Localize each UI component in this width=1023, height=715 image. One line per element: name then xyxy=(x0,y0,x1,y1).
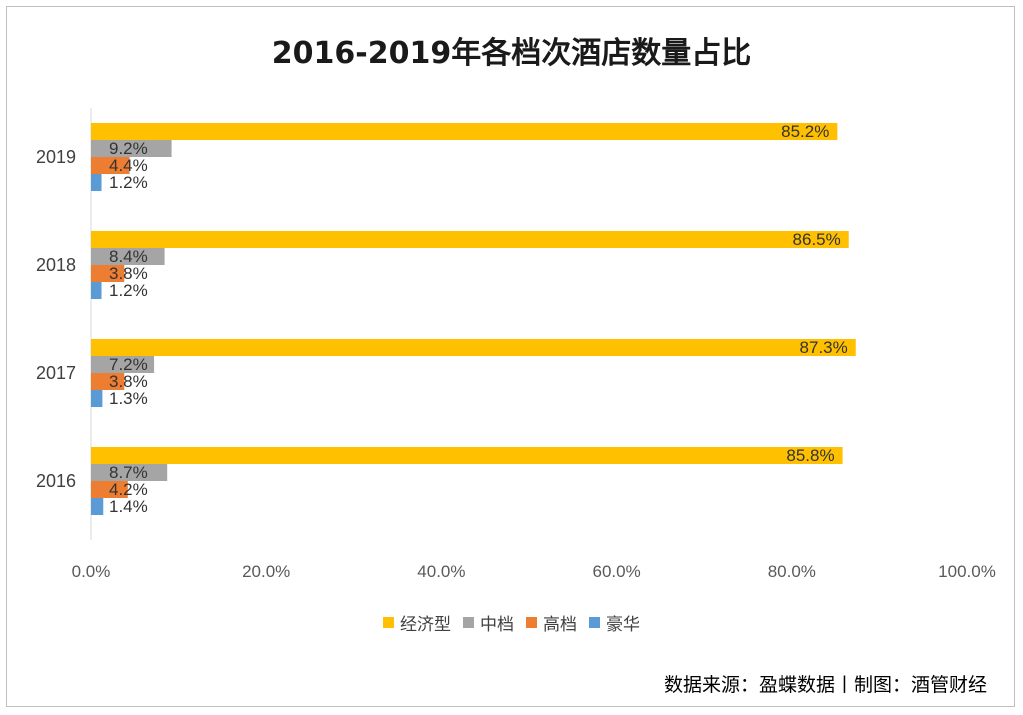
data-label-2016-高档: 4.2% xyxy=(109,480,148,499)
legend-label: 中档 xyxy=(480,615,514,635)
bar-2018-经济型 xyxy=(91,231,849,248)
bar-2016-豪华 xyxy=(91,498,104,515)
bar-2017-高档 xyxy=(91,373,125,390)
category-label-2018: 2018 xyxy=(36,255,76,275)
x-tick-label: 60.0% xyxy=(592,562,640,581)
x-tick-label: 20.0% xyxy=(242,562,290,581)
data-label-2018-高档: 3.8% xyxy=(109,264,148,283)
bar-2019-豪华 xyxy=(91,174,102,191)
data-label-2017-中档: 7.2% xyxy=(109,355,148,374)
bar-2018-高档 xyxy=(91,265,125,282)
legend-item-高档: 高档 xyxy=(526,610,577,635)
data-label-2019-经济型: 85.2% xyxy=(781,122,829,141)
x-tick-label: 40.0% xyxy=(417,562,465,581)
bar-2018-中档 xyxy=(91,248,165,265)
bar-2018-豪华 xyxy=(91,282,102,299)
data-label-2018-经济型: 86.5% xyxy=(793,230,841,249)
data-label-2016-经济型: 85.8% xyxy=(786,446,834,465)
legend-label: 高档 xyxy=(543,615,577,635)
bar-2019-中档 xyxy=(91,140,172,157)
bars-group: 85.2%9.2%4.4%1.2%86.5%8.4%3.8%1.2%87.3%7… xyxy=(90,108,856,540)
chart-frame xyxy=(6,6,1015,707)
legend-swatch xyxy=(589,617,600,628)
data-label-2018-豪华: 1.2% xyxy=(109,281,148,300)
x-tick-label: 80.0% xyxy=(768,562,816,581)
bar-2016-经济型 xyxy=(91,447,843,464)
legend-item-豪华: 豪华 xyxy=(589,610,640,635)
legend-swatch xyxy=(463,617,474,628)
data-label-2018-中档: 8.4% xyxy=(109,247,148,266)
bar-2017-经济型 xyxy=(91,339,856,356)
legend-label: 豪华 xyxy=(606,615,640,635)
bar-2017-豪华 xyxy=(91,390,103,407)
data-label-2016-中档: 8.7% xyxy=(109,463,148,482)
data-label-2019-豪华: 1.2% xyxy=(109,173,148,192)
legend: 经济型 中档 高档 豪华 xyxy=(0,610,1023,635)
category-label-2017: 2017 xyxy=(36,363,76,383)
category-label-2019: 2019 xyxy=(36,147,76,167)
data-label-2017-豪华: 1.3% xyxy=(109,389,148,408)
data-label-2019-中档: 9.2% xyxy=(109,139,148,158)
legend-label: 经济型 xyxy=(400,615,451,635)
legend-swatch xyxy=(383,617,394,628)
category-labels: 2019 2018 2017 2016 xyxy=(36,147,76,491)
legend-swatch xyxy=(526,617,537,628)
x-tick-label: 100.0% xyxy=(938,562,996,581)
bar-2016-高档 xyxy=(91,481,128,498)
x-tick-label: 0.0% xyxy=(72,562,111,581)
data-label-2017-经济型: 87.3% xyxy=(800,338,848,357)
legend-item-经济型: 经济型 xyxy=(383,610,451,635)
source-note: 数据来源：盈蝶数据丨制图：酒管财经 xyxy=(663,674,987,696)
bar-2016-中档 xyxy=(91,464,168,481)
legend-item-中档: 中档 xyxy=(463,610,514,635)
data-label-2017-高档: 3.8% xyxy=(109,372,148,391)
category-label-2016: 2016 xyxy=(36,471,76,491)
chart-title: 2016-2019年各档次酒店数量占比 xyxy=(271,36,752,71)
bar-2017-中档 xyxy=(91,356,155,373)
data-label-2019-高档: 4.4% xyxy=(109,156,148,175)
bar-2019-经济型 xyxy=(91,123,838,140)
x-tick-labels: 0.0% 20.0% 40.0% 60.0% 80.0% 100.0% xyxy=(72,562,996,581)
bar-2019-高档 xyxy=(91,157,130,174)
data-label-2016-豪华: 1.4% xyxy=(109,497,148,516)
